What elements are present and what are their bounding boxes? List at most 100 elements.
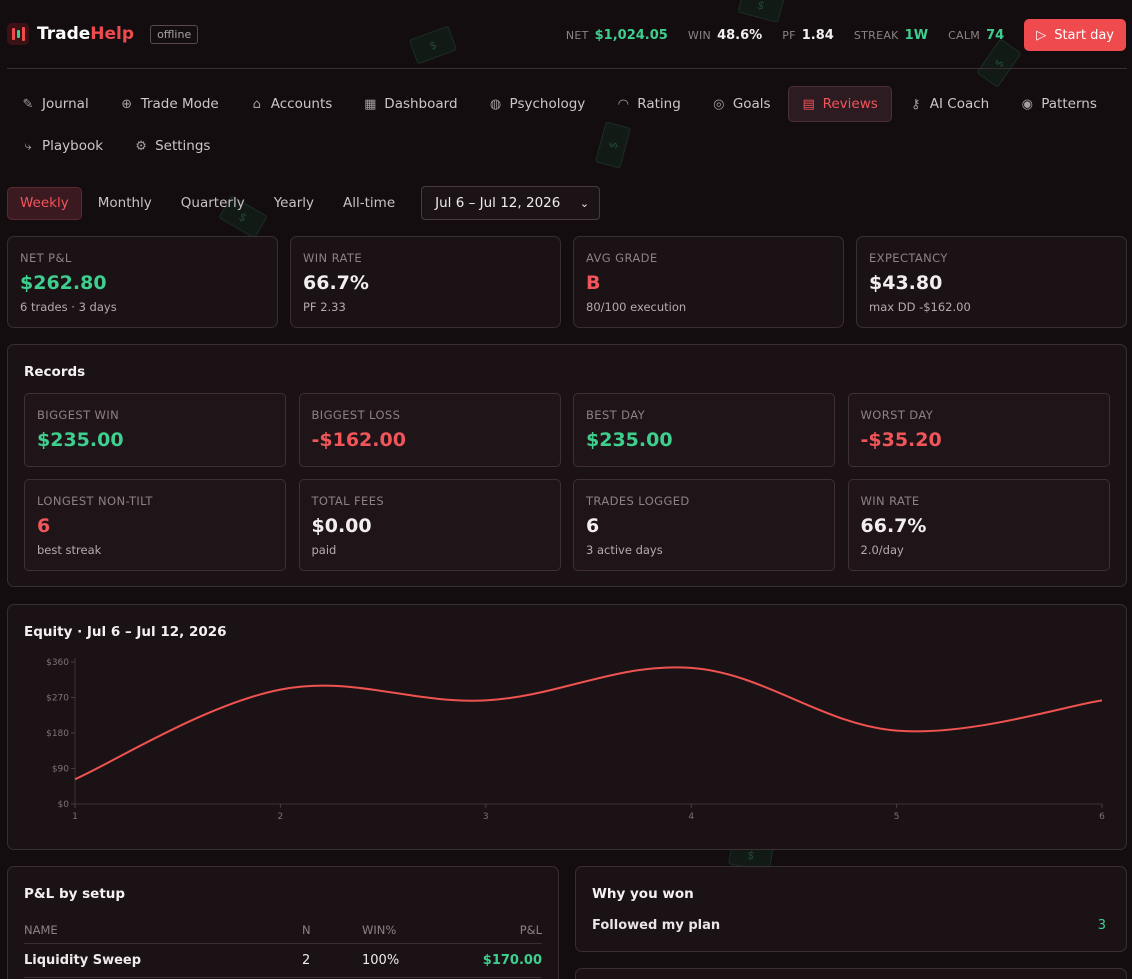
record-value: -$162.00 xyxy=(311,429,406,451)
header-stat-pf: PF 1.84 xyxy=(782,28,834,43)
target-icon: ◎ xyxy=(713,96,725,112)
header-stat-net: NET $1,024.05 xyxy=(566,28,668,43)
stat-value: $1,024.05 xyxy=(594,27,668,43)
kpi-subtext: PF 2.33 xyxy=(303,300,346,314)
kpi-label: EXPECTANCY xyxy=(869,251,948,265)
reason-label: Followed my plan xyxy=(592,918,721,933)
nav-item-label: Dashboard xyxy=(384,96,458,112)
setup-name: Liquidity Sweep xyxy=(24,953,142,968)
kpi-card-win-rate: WIN RATE 66.7% PF 2.33 xyxy=(290,236,561,328)
record-subtext: 2.0/day xyxy=(860,543,904,557)
reason-count: 3 xyxy=(1097,918,1106,933)
y-tick-label: $180 xyxy=(46,729,69,739)
record-card-best-day: BEST DAY $235.00 xyxy=(573,393,835,467)
period-tab-monthly[interactable]: Monthly xyxy=(97,195,152,211)
app-logo[interactable]: TradeHelp offline xyxy=(7,23,199,45)
date-range-select[interactable]: Jul 6 – Jul 12, 2026 ⌄ xyxy=(421,186,601,220)
nav-item-goals[interactable]: ◎ Goals xyxy=(698,86,785,122)
nav-item-dashboard[interactable]: ▦ Dashboard xyxy=(349,86,471,122)
start-day-button[interactable]: ▷ Start day xyxy=(1024,19,1126,51)
record-card-worst-day: WORST DAY -$35.20 xyxy=(847,393,1110,467)
record-card-biggest-loss: BIGGEST LOSS -$162.00 xyxy=(298,393,561,467)
nav-item-reviews[interactable]: ▤ Reviews xyxy=(787,86,892,122)
nav-item-label: Settings xyxy=(155,138,211,154)
nav-item-playbook[interactable]: ⤷ Playbook xyxy=(7,128,117,164)
period-tab-weekly[interactable]: Weekly xyxy=(7,186,82,220)
kpi-label: WIN RATE xyxy=(303,251,363,265)
nav-item-settings[interactable]: ⚙ Settings xyxy=(120,128,224,164)
record-card-longest-non-tilt: LONGEST NON-TILT 6 best streak xyxy=(24,479,286,571)
records-panel: Records BIGGEST WIN $235.00 BIGGEST LOSS… xyxy=(7,344,1127,587)
list-item: Followed my plan 3 xyxy=(592,918,1106,933)
bank-icon: ⌂ xyxy=(252,96,261,112)
route-icon: ⤷ xyxy=(24,138,32,154)
x-tick-label: 3 xyxy=(483,812,489,822)
record-value: 6 xyxy=(586,515,600,537)
period-tab-yearly[interactable]: Yearly xyxy=(273,195,315,211)
setup-count: 2 xyxy=(302,953,311,968)
kpi-value: $43.80 xyxy=(869,272,943,294)
equity-chart: $0 $90 $180 $270 $360 1 2 3 4 5 6 xyxy=(46,658,1105,822)
kpi-card-net-p-l: NET P&L $262.80 6 trades · 3 days xyxy=(7,236,278,328)
nav-item-ai-coach[interactable]: ⚷ AI Coach xyxy=(895,86,1003,122)
app-name: TradeHelp xyxy=(37,24,135,44)
crosshair-icon: ⊕ xyxy=(121,96,133,112)
feather-icon: ✎ xyxy=(22,96,34,112)
kpi-subtext: 80/100 execution xyxy=(586,300,687,314)
top-bar: TradeHelp offline NET $1,024.05 WIN 48.6% PF… xyxy=(7,0,1127,69)
period-tab-quarterly[interactable]: Quarterly xyxy=(180,195,245,211)
header-stat-streak: STREAK 1W xyxy=(854,28,928,43)
kpi-label: AVG GRADE xyxy=(586,251,658,265)
record-subtext: best streak xyxy=(37,543,102,557)
y-tick-label: $270 xyxy=(46,694,69,704)
start-day-label: Start day xyxy=(1054,27,1114,43)
record-label: TRADES LOGGED xyxy=(586,494,690,508)
kpi-label: NET P&L xyxy=(20,251,72,265)
stat-label: STREAK xyxy=(853,28,899,42)
nav-item-psychology[interactable]: ◍ Psychology xyxy=(475,86,600,122)
nav-item-trade-mode[interactable]: ⊕ Trade Mode xyxy=(106,86,233,122)
header-stats: NET $1,024.05 WIN 48.6% PF 1.84 STREAK 1W CALM 74… xyxy=(566,19,1127,51)
records-title: Records xyxy=(24,364,86,380)
nav-item-label: Accounts xyxy=(270,96,333,112)
nav-item-accounts[interactable]: ⌂ Accounts xyxy=(236,86,347,122)
column-n: N xyxy=(302,922,311,937)
nav-item-label: Journal xyxy=(42,96,89,112)
main-navigation: ✎ Journal ⊕ Trade Mode ⌂ Accounts ▦ Dashboard ◍ P… xyxy=(7,85,1127,169)
date-range-value: Jul 6 – Jul 12, 2026 xyxy=(435,195,561,211)
kpi-card-expectancy: EXPECTANCY $43.80 max DD -$162.00 xyxy=(856,236,1127,328)
equity-line xyxy=(74,666,1103,781)
nav-item-patterns[interactable]: ◉ Patterns xyxy=(1006,86,1111,122)
candlestick-icon xyxy=(7,23,29,45)
record-value: -$35.20 xyxy=(860,429,942,451)
scroll-icon: ▤ xyxy=(802,96,815,112)
y-tick-label: $0 xyxy=(58,800,70,810)
nav-item-label: Goals xyxy=(732,96,771,112)
y-tick-label: $90 xyxy=(52,765,69,775)
pnl-by-setup-title: P&L by setup xyxy=(24,886,126,902)
why-you-won-title: Why you won xyxy=(592,886,694,902)
record-label: WORST DAY xyxy=(860,408,934,422)
why-you-won-panel: Why you won Followed my plan 3 xyxy=(575,866,1127,952)
x-tick-label: 5 xyxy=(894,812,900,822)
nav-item-rating[interactable]: ◠ Rating xyxy=(602,86,695,122)
nav-item-journal[interactable]: ✎ Journal xyxy=(7,86,103,122)
period-tab-all-time[interactable]: All-time xyxy=(343,195,396,211)
connection-status-badge: offline xyxy=(150,24,199,44)
nav-item-label: Trade Mode xyxy=(140,96,219,112)
brain-icon: ◍ xyxy=(489,96,502,112)
table-row[interactable]: Liquidity Sweep 2 100% $170.00 xyxy=(24,944,542,978)
setup-pnl: $170.00 xyxy=(482,953,542,968)
record-label: WIN RATE xyxy=(860,494,920,508)
record-value: $0.00 xyxy=(311,515,372,537)
stat-value: 1.84 xyxy=(801,27,834,43)
grid-icon: ▦ xyxy=(364,96,377,112)
header-stat-calm: CALM 74 xyxy=(948,28,1004,43)
stat-value: 74 xyxy=(986,27,1005,43)
stat-label: WIN xyxy=(687,28,712,42)
record-label: BEST DAY xyxy=(586,408,645,422)
x-tick-label: 4 xyxy=(688,812,694,822)
column-name: NAME xyxy=(24,922,58,937)
setup-table: NAME N WIN% P&L Liquidity Sweep 2 100% $… xyxy=(24,916,542,978)
nav-item-label: Reviews xyxy=(822,96,878,112)
